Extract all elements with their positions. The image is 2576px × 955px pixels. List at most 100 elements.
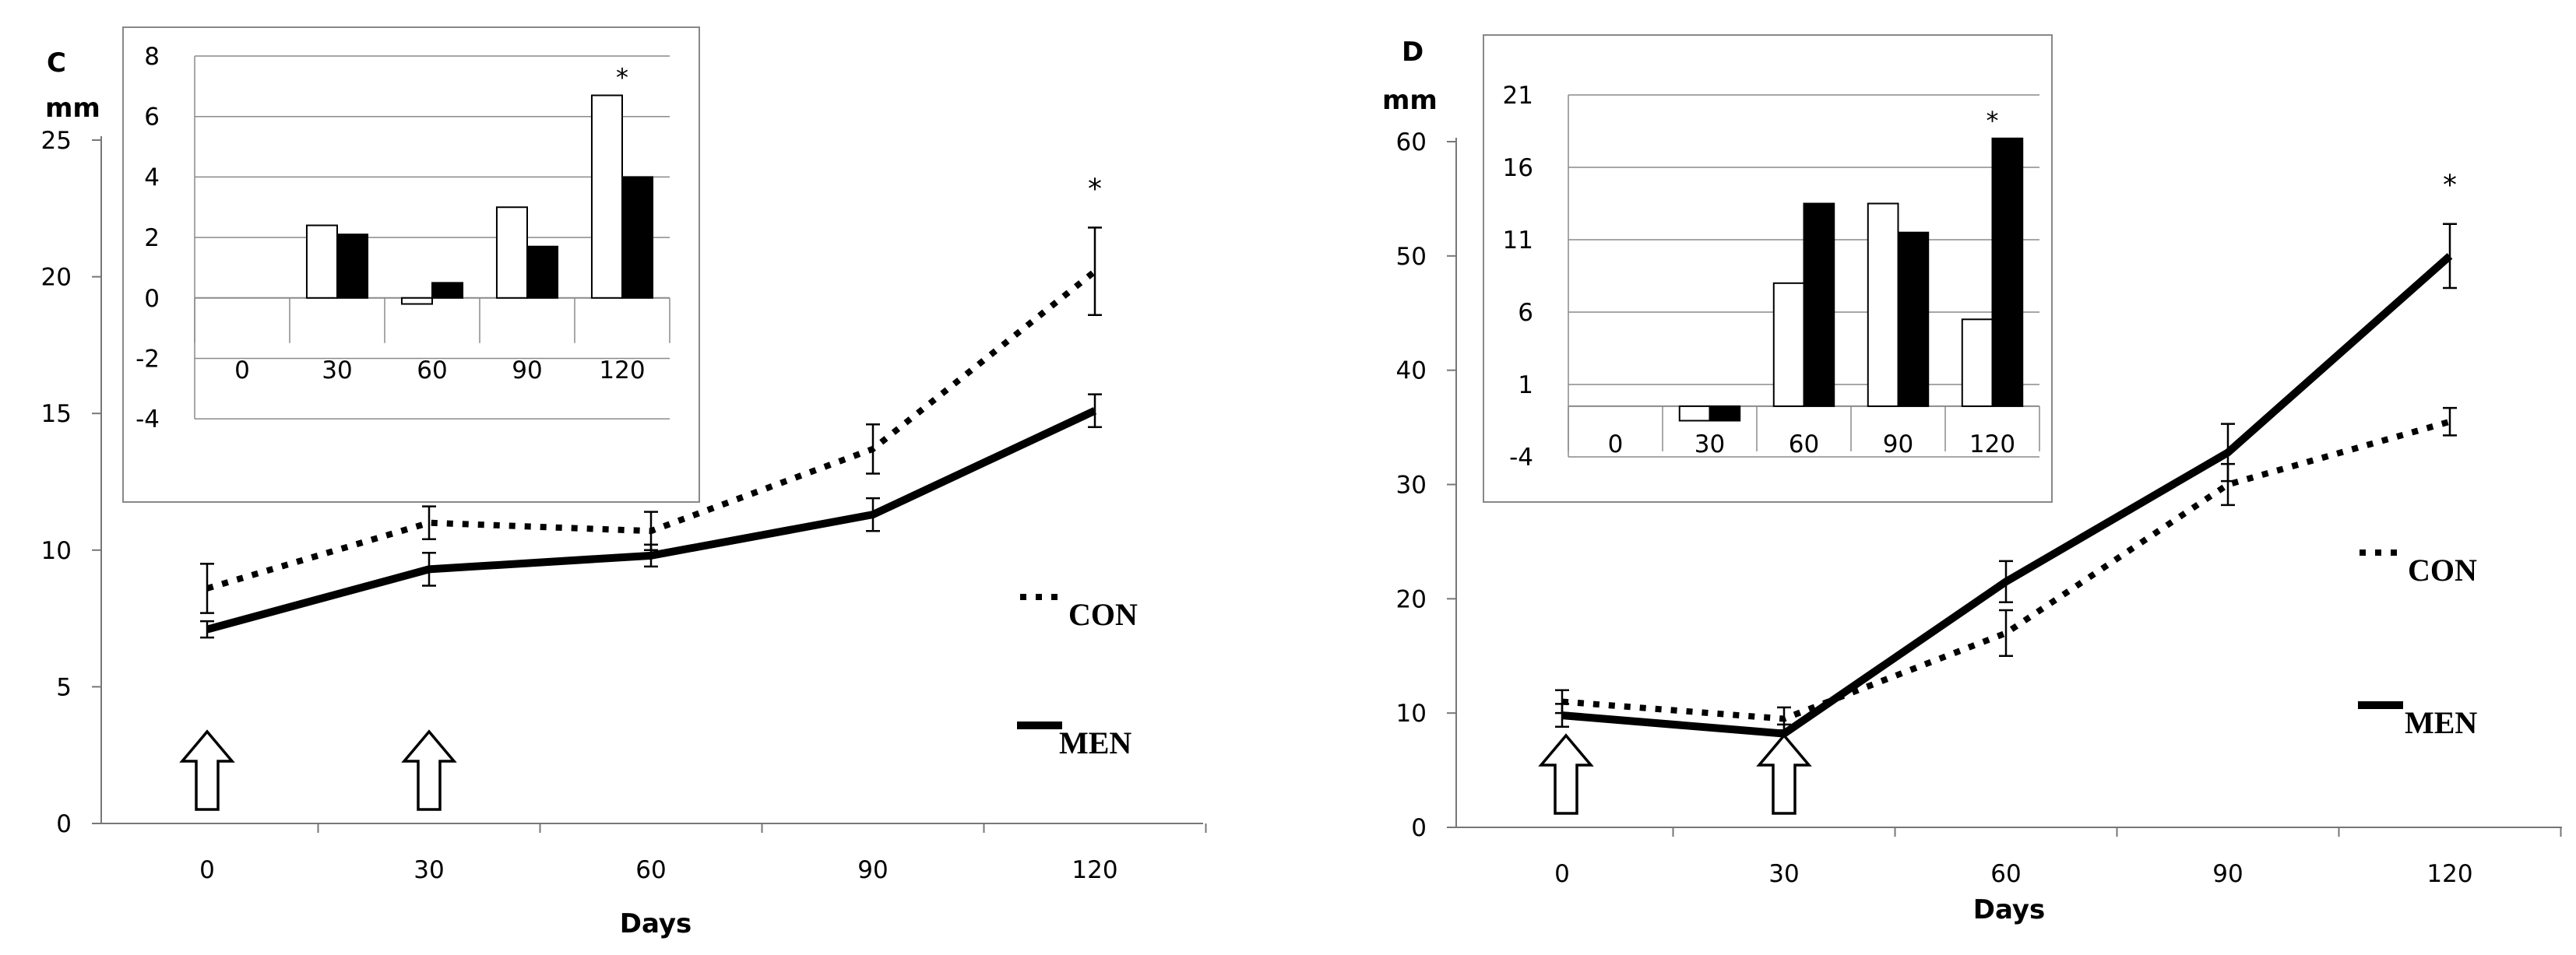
inset-bar-con — [1961, 318, 1994, 407]
data-point-men — [1094, 409, 1096, 412]
x-tick-label: 120 — [2426, 860, 2472, 888]
inset-y-tick-label: 6 — [144, 104, 160, 132]
inset-bar-con — [1678, 405, 1711, 422]
x-axis-label: Days — [620, 908, 692, 939]
data-point-men — [2005, 581, 2007, 583]
inset-bar-men — [526, 245, 559, 299]
x-tick-label: 0 — [1554, 860, 1570, 888]
legend-label-con: CON — [1068, 597, 1138, 632]
y-tick-label: 40 — [1396, 357, 1427, 385]
inset-category-label: 0 — [234, 356, 250, 384]
y-unit-label: mm — [1382, 85, 1438, 116]
data-point-men — [1561, 714, 1563, 717]
inset-category-label: 0 — [1608, 430, 1624, 458]
inset-y-tick-label: -4 — [135, 406, 160, 434]
data-point-con — [872, 448, 874, 450]
inset-category-label: 120 — [599, 356, 645, 384]
inset-y-tick-label: 4 — [144, 163, 160, 191]
treatment-arrow-icon — [1538, 733, 1594, 815]
data-point-men — [2449, 255, 2451, 257]
y-tick-label: 20 — [41, 264, 72, 292]
data-point-men — [650, 554, 652, 556]
inset-significance-marker: * — [1987, 106, 1999, 135]
y-unit-label: mm — [45, 93, 100, 124]
inset-category-label: 60 — [417, 356, 447, 384]
data-point-con — [2005, 632, 2007, 634]
y-tick-label: 30 — [1396, 472, 1427, 500]
inset-bar-con — [1867, 202, 1899, 407]
significance-marker: * — [1088, 173, 1102, 205]
inset-category-label: 60 — [1789, 430, 1819, 458]
inset-bar-con — [590, 94, 624, 299]
data-point-con — [650, 530, 652, 532]
y-tick-label: 5 — [56, 673, 72, 701]
x-axis-label: Days — [1973, 894, 2046, 925]
inset-bar-con — [400, 297, 434, 305]
y-tick-label: 0 — [1411, 814, 1427, 842]
y-tick-label: 60 — [1396, 128, 1427, 156]
y-tick-label: 50 — [1396, 243, 1427, 271]
data-point-men — [428, 568, 430, 571]
data-point-con — [428, 521, 430, 524]
inset-bar-chart: -4 -2 0 2 4 6 8 0 30 60 90 120 * — [122, 26, 700, 503]
treatment-arrow-icon — [1756, 733, 1812, 815]
inset-frame — [1483, 34, 2053, 503]
inset-category-label: 90 — [512, 356, 542, 384]
legend-label-men: MEN — [2405, 705, 2477, 740]
inset-category-label: 30 — [322, 356, 352, 384]
data-point-con — [1561, 700, 1563, 703]
inset-bar-con — [1772, 282, 1805, 407]
data-point-con — [1783, 718, 1785, 720]
y-tick-label: 10 — [1396, 700, 1427, 728]
inset-y-tick-label: 8 — [144, 43, 160, 71]
y-tick-label: 20 — [1396, 585, 1427, 613]
inset-category-label: 90 — [1883, 430, 1913, 458]
y-tick-label: 10 — [41, 537, 72, 565]
inset-bar-men — [1897, 231, 1930, 407]
inset-y-tick-label: 6 — [1518, 299, 1533, 327]
x-tick-label: 30 — [413, 856, 444, 884]
x-tick-label: 60 — [1990, 860, 2021, 888]
treatment-arrow-icon — [401, 729, 457, 811]
x-tick-label: 90 — [2212, 860, 2243, 888]
data-point-con — [2449, 420, 2451, 423]
x-tick-label: 30 — [1768, 860, 1799, 888]
inset-y-tick-label: -4 — [1509, 444, 1533, 472]
inset-y-tick-label: 16 — [1503, 154, 1533, 182]
inset-bar-men — [1709, 405, 1741, 422]
data-point-men — [872, 514, 874, 516]
y-tick-label: 15 — [41, 400, 72, 428]
data-point-con — [2227, 483, 2229, 486]
inset-category-label: 120 — [1969, 430, 2015, 458]
legend-label-men: MEN — [1059, 725, 1131, 760]
data-point-men — [206, 628, 208, 630]
inset-bar-men — [431, 282, 464, 299]
inset-bar-men — [336, 233, 369, 299]
x-tick-label: 0 — [199, 856, 215, 884]
panel-label: D — [1402, 37, 1423, 68]
inset-bar-con — [305, 224, 338, 299]
inset-y-tick-label: 11 — [1503, 226, 1533, 255]
inset-y-tick-label: 21 — [1503, 82, 1533, 110]
inset-significance-marker: * — [616, 63, 628, 93]
inset-y-tick-label: -2 — [135, 345, 160, 373]
data-point-men — [2227, 451, 2229, 454]
significance-marker: * — [2443, 170, 2457, 202]
treatment-arrow-icon — [179, 729, 235, 811]
inset-bar-men — [1991, 137, 2024, 407]
inset-y-tick-label: 1 — [1518, 371, 1533, 399]
data-point-con — [206, 587, 208, 589]
x-tick-label: 60 — [635, 856, 666, 884]
inset-bar-men — [621, 176, 654, 299]
y-tick-label: 0 — [56, 810, 72, 838]
inset-y-tick-label: 0 — [144, 285, 160, 313]
inset-bar-con — [495, 206, 529, 299]
panel-label: C — [47, 47, 66, 79]
data-point-con — [1094, 270, 1096, 272]
x-tick-label: 90 — [857, 856, 888, 884]
inset-bar-men — [1803, 202, 1835, 407]
